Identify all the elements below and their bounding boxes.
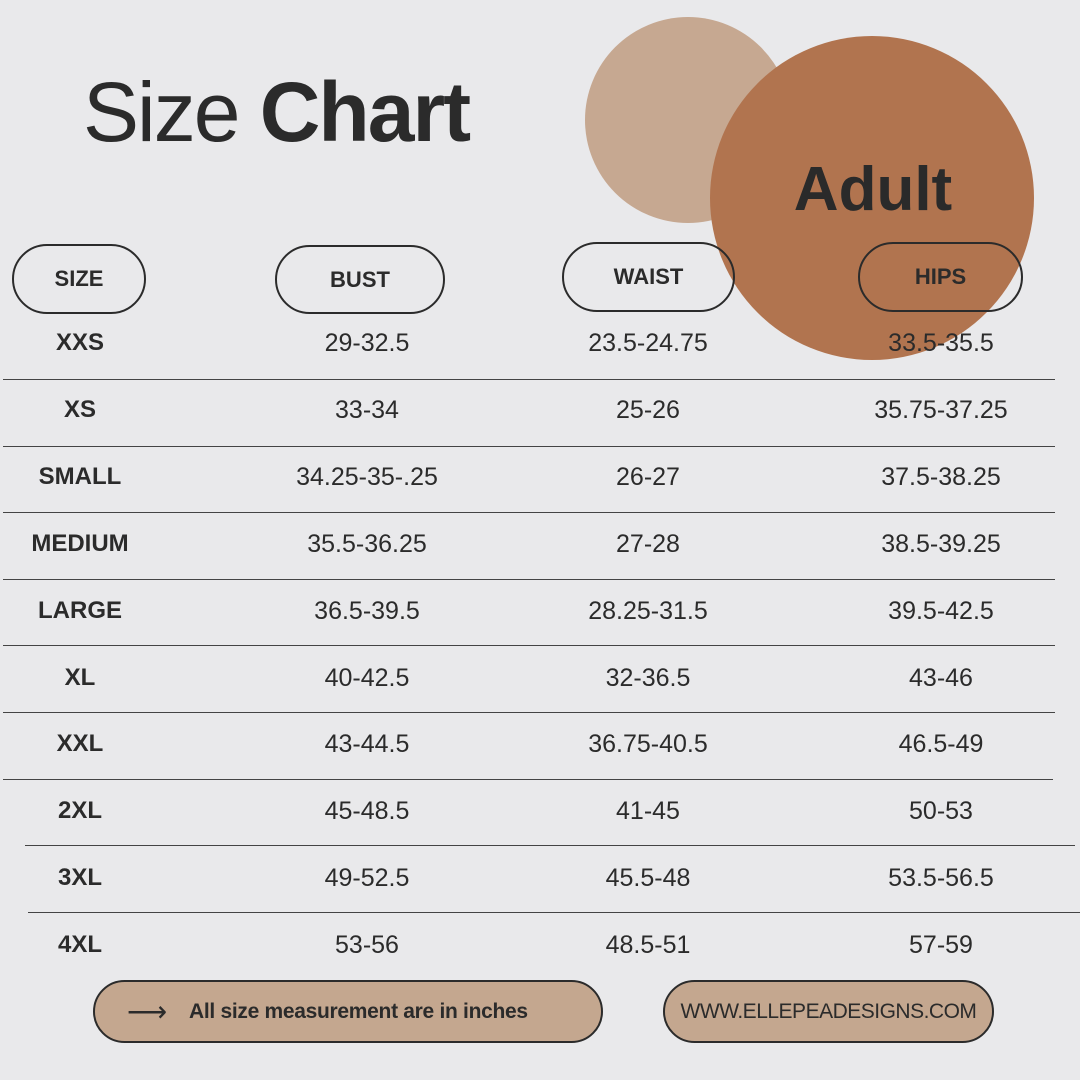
cell-waist: 25-26 bbox=[616, 395, 680, 424]
cell-size: SMALL bbox=[38, 462, 122, 490]
row-divider bbox=[3, 778, 1053, 780]
cell-bust: 40-42.5 bbox=[324, 663, 410, 692]
units-note: ⟶ All size measurement are in inches bbox=[93, 980, 603, 1043]
cell-hips: 43-46 bbox=[909, 663, 973, 692]
table-row: XXL 43-44.5 36.75-40.5 46.5-49 bbox=[0, 724, 1080, 764]
cell-hips: 37.5-38.25 bbox=[881, 462, 1001, 491]
cell-size: XXL bbox=[56, 730, 104, 758]
page-title: Size Chart bbox=[83, 62, 471, 162]
cell-hips: 35.75-37.25 bbox=[874, 395, 1008, 424]
cell-waist: 23.5-24.75 bbox=[588, 329, 708, 357]
table-row: 4XL 53-56 48.5-51 57-59 bbox=[0, 925, 1080, 965]
cell-bust: 34.25-35-.25 bbox=[296, 462, 438, 491]
table-row: XS 33-34 25-26 35.75-37.25 bbox=[0, 390, 1080, 430]
cell-size: 3XL bbox=[57, 864, 102, 892]
cell-size: MEDIUM bbox=[31, 529, 129, 557]
cell-hips: 46.5-49 bbox=[898, 730, 984, 759]
cell-bust: 36.5-39.5 bbox=[314, 596, 420, 625]
row-divider bbox=[3, 578, 1055, 580]
cell-size: LARGE bbox=[38, 596, 122, 624]
cell-size: 2XL bbox=[57, 797, 102, 825]
table-row: XXS 29-32.5 23.5-24.75 33.5-35.5 bbox=[0, 323, 1080, 363]
row-divider bbox=[3, 512, 1055, 514]
cell-waist: 27-28 bbox=[616, 529, 680, 558]
table-row: LARGE 36.5-39.5 28.25-31.5 39.5-42.5 bbox=[0, 591, 1080, 631]
cell-bust: 53-56 bbox=[335, 931, 399, 960]
website-link[interactable]: WWW.ELLEPEADESIGNS.COM bbox=[663, 980, 994, 1043]
cell-hips: 57-59 bbox=[909, 931, 973, 960]
cell-bust: 49-52.5 bbox=[324, 864, 410, 893]
cell-bust: 33-34 bbox=[335, 395, 399, 424]
table-row: XL 40-42.5 32-36.5 43-46 bbox=[0, 658, 1080, 698]
cell-bust: 35.5-36.25 bbox=[307, 529, 427, 558]
row-divider bbox=[28, 911, 1080, 913]
row-divider bbox=[3, 445, 1055, 447]
units-note-text: All size measurement are in inches bbox=[189, 999, 528, 1023]
decorative-circle-dark bbox=[710, 36, 1034, 360]
title-light: Size bbox=[83, 65, 240, 159]
website-text: WWW.ELLEPEADESIGNS.COM bbox=[680, 999, 977, 1023]
cell-size: XL bbox=[64, 663, 96, 691]
row-divider bbox=[3, 379, 1055, 380]
title-bold: Chart bbox=[259, 65, 471, 159]
cell-size: XS bbox=[63, 395, 96, 423]
cell-waist: 45.5-48 bbox=[605, 864, 691, 893]
table-row: MEDIUM 35.5-36.25 27-28 38.5-39.25 bbox=[0, 524, 1080, 564]
cell-bust: 45-48.5 bbox=[324, 797, 410, 826]
cell-hips: 33.5-35.5 bbox=[888, 329, 994, 357]
cell-waist: 26-27 bbox=[616, 462, 680, 491]
audience-badge: Adult bbox=[793, 155, 953, 224]
header-waist: WAIST bbox=[562, 242, 735, 312]
cell-waist: 48.5-51 bbox=[605, 931, 691, 960]
header-bust: BUST bbox=[275, 245, 445, 314]
cell-waist: 36.75-40.5 bbox=[588, 730, 708, 759]
cell-bust: 43-44.5 bbox=[324, 730, 410, 759]
cell-hips: 50-53 bbox=[909, 797, 973, 826]
cell-size: 4XL bbox=[57, 931, 102, 959]
cell-hips: 39.5-42.5 bbox=[888, 596, 994, 625]
cell-hips: 53.5-56.5 bbox=[888, 864, 994, 893]
cell-size: XXS bbox=[55, 329, 105, 356]
header-hips: HIPS bbox=[858, 242, 1023, 312]
cell-waist: 41-45 bbox=[616, 797, 680, 826]
cell-bust: 29-32.5 bbox=[324, 329, 410, 357]
table-row: 3XL 49-52.5 45.5-48 53.5-56.5 bbox=[0, 858, 1080, 898]
cell-waist: 28.25-31.5 bbox=[588, 596, 708, 625]
row-divider bbox=[3, 645, 1055, 647]
table-row: 2XL 45-48.5 41-45 50-53 bbox=[0, 791, 1080, 831]
cell-waist: 32-36.5 bbox=[605, 663, 691, 692]
cell-hips: 38.5-39.25 bbox=[881, 529, 1001, 558]
arrow-right-icon: ⟶ bbox=[127, 996, 168, 1027]
header-size: SIZE bbox=[12, 244, 146, 314]
row-divider bbox=[3, 712, 1055, 713]
row-divider bbox=[25, 845, 1075, 847]
table-row: SMALL 34.25-35-.25 26-27 37.5-38.25 bbox=[0, 457, 1080, 497]
